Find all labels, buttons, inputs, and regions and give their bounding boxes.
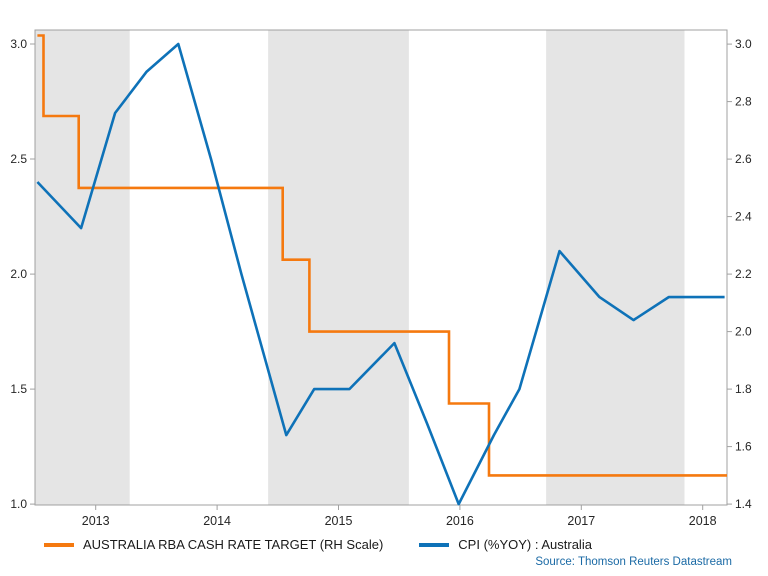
source-note: Source: Thomson Reuters Datastream	[535, 556, 732, 568]
x-axis-tick-label: 2018	[689, 514, 717, 528]
cpi-line-swatch	[419, 542, 450, 547]
left-axis-tick-label: 1.0	[10, 497, 27, 511]
plot-area: 1.0 1.5 2.0 2.5 3.0 1.4 1.6 1.8 2.0 2.2 2.4 2.6 2.8 3…	[10, 29, 752, 528]
left-axis-tick-label: 2.0	[10, 267, 27, 281]
right-axis-tick-label: 2.0	[735, 325, 752, 339]
left-axis-tick-label: 1.5	[10, 382, 27, 396]
chart-legend: AUSTRALIA RBA CASH RATE TARGET (RH Scale…	[44, 537, 592, 552]
right-axis-tick-label: 2.4	[735, 210, 752, 224]
legend-item-cash-rate: AUSTRALIA RBA CASH RATE TARGET (RH Scale…	[44, 537, 383, 552]
cpi-legend-label: CPI (%YOY) : Australia	[458, 537, 592, 552]
legend-item-cpi: CPI (%YOY) : Australia	[419, 537, 592, 552]
cash-rate-legend-label: AUSTRALIA RBA CASH RATE TARGET (RH Scale…	[83, 537, 384, 552]
x-axis-tick-label: 2015	[325, 514, 353, 528]
right-axis-tick-label: 1.8	[735, 382, 752, 396]
year-shade-band	[35, 30, 130, 505]
cash-rate-series-line	[37, 34, 727, 477]
right-axis-tick-label: 1.4	[735, 497, 752, 511]
plot-frame	[34, 29, 728, 506]
right-axis-tick-label: 2.6	[735, 152, 752, 166]
year-shade-band	[268, 30, 409, 505]
left-axis-tick-label: 2.5	[10, 152, 27, 166]
x-axis-tick-label: 2014	[203, 514, 231, 528]
x-axis-tick-label: 2017	[567, 514, 595, 528]
right-axis-tick-label: 1.6	[735, 440, 752, 454]
left-axis-tick-label: 3.0	[10, 37, 27, 51]
x-axis-tick-label: 2016	[446, 514, 474, 528]
cash-rate-line-swatch	[44, 542, 74, 547]
cpi-series-line	[36, 42, 725, 506]
right-axis-tick-label: 2.2	[735, 267, 752, 281]
right-axis-tick-label: 2.8	[735, 95, 752, 109]
right-axis-tick-label: 3.0	[735, 37, 752, 51]
x-axis-tick-label: 2013	[82, 514, 110, 528]
year-shade-band	[546, 30, 685, 505]
